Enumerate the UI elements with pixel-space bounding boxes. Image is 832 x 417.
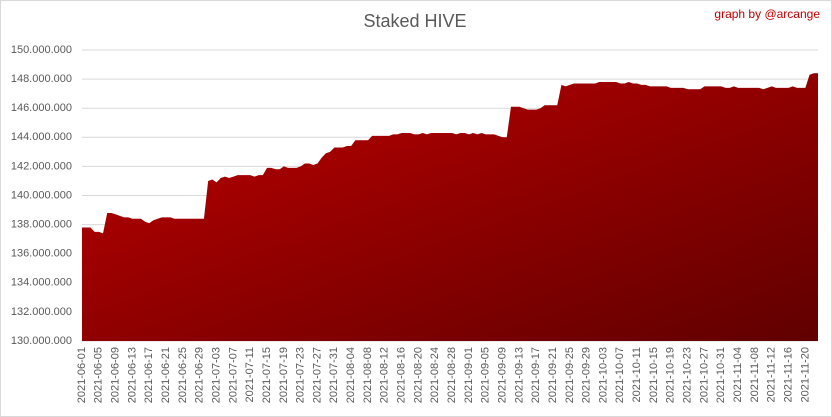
y-tick-label: 134.000.000 (11, 277, 72, 289)
x-tick-label: 2021-09-01 (463, 347, 475, 403)
x-tick-label: 2021-07-03 (210, 347, 222, 403)
chart-title: Staked HIVE (363, 11, 466, 31)
x-tick-label: 2021-11-20 (799, 347, 811, 402)
x-tick-label: 2021-10-07 (614, 347, 626, 403)
y-tick-label: 148.000.000 (11, 73, 72, 85)
annotation: graph by @arcange (714, 7, 820, 21)
x-tick-label: 2021-07-15 (261, 347, 273, 403)
y-tick-label: 150.000.000 (11, 44, 72, 56)
x-tick-label: 2021-06-13 (126, 347, 138, 403)
y-tick-label: 132.000.000 (11, 306, 72, 318)
y-tick-label: 130.000.000 (11, 335, 72, 347)
y-tick-label: 142.000.000 (11, 160, 72, 172)
x-tick-label: 2021-07-11 (244, 347, 256, 402)
x-tick-label: 2021-06-05 (93, 347, 105, 403)
x-tick-label: 2021-09-29 (581, 347, 593, 403)
x-tick-label: 2021-07-27 (311, 347, 323, 403)
x-tick-label: 2021-09-21 (547, 347, 559, 403)
x-tick-label: 2021-06-25 (177, 347, 189, 403)
x-tick-label: 2021-06-21 (160, 347, 172, 403)
x-tick-label: 2021-08-20 (412, 347, 424, 403)
x-tick-label: 2021-07-19 (278, 347, 290, 403)
x-tick-label: 2021-10-31 (715, 347, 727, 403)
x-tick-label: 2021-10-15 (648, 347, 660, 403)
x-tick-label: 2021-08-04 (345, 347, 357, 403)
x-tick-label: 2021-10-03 (597, 347, 609, 403)
x-tick-label: 2021-09-17 (530, 347, 542, 403)
x-tick-label: 2021-10-19 (665, 347, 677, 403)
x-tick-label: 2021-09-13 (513, 347, 525, 403)
x-tick-label: 2021-07-23 (295, 347, 307, 403)
x-tick-label: 2021-11-04 (732, 347, 744, 402)
x-tick-label: 2021-06-09 (110, 347, 122, 403)
x-tick-label: 2021-10-23 (682, 347, 694, 403)
x-tick-label: 2021-08-24 (429, 347, 441, 403)
x-tick-label: 2021-07-31 (328, 347, 340, 403)
x-tick-label: 2021-11-12 (766, 347, 778, 402)
x-tick-label: 2021-06-29 (194, 347, 206, 403)
x-tick-label: 2021-08-12 (379, 347, 391, 403)
x-tick-label: 2021-06-01 (76, 347, 88, 403)
x-tick-label: 2021-08-16 (396, 347, 408, 403)
x-tick-label: 2021-11-16 (782, 347, 794, 402)
x-tick-label: 2021-10-11 (631, 347, 643, 402)
x-tick-label: 2021-10-27 (698, 347, 710, 403)
area-shade (82, 73, 818, 341)
x-tick-label: 2021-09-09 (496, 347, 508, 403)
x-tick-label: 2021-11-08 (749, 347, 761, 402)
y-tick-label: 136.000.000 (11, 248, 72, 260)
x-tick-label: 2021-09-25 (564, 347, 576, 403)
y-tick-label: 140.000.000 (11, 189, 72, 201)
y-tick-label: 138.000.000 (11, 219, 72, 231)
x-tick-label: 2021-06-17 (143, 347, 155, 403)
y-tick-label: 146.000.000 (11, 102, 72, 114)
x-tick-label: 2021-08-08 (362, 347, 374, 403)
x-tick-label: 2021-07-07 (227, 347, 239, 403)
x-tick-label: 2021-08-28 (446, 347, 458, 403)
x-tick-label: 2021-09-05 (480, 347, 492, 403)
y-tick-label: 144.000.000 (11, 131, 72, 143)
